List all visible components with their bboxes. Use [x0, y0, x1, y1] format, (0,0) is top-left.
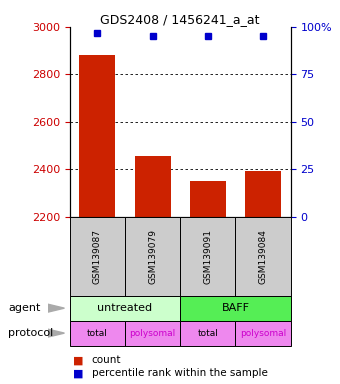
Bar — [190, 181, 226, 217]
Bar — [135, 156, 171, 217]
Text: polysomal: polysomal — [240, 329, 286, 338]
Text: total: total — [87, 329, 108, 338]
Text: agent: agent — [8, 303, 41, 313]
Bar — [79, 55, 115, 217]
Text: ■: ■ — [73, 368, 84, 378]
Text: GSM139087: GSM139087 — [93, 229, 102, 284]
Text: percentile rank within the sample: percentile rank within the sample — [92, 368, 268, 378]
Polygon shape — [48, 329, 64, 337]
Text: BAFF: BAFF — [221, 303, 250, 313]
Title: GDS2408 / 1456241_a_at: GDS2408 / 1456241_a_at — [100, 13, 260, 26]
Bar — [245, 170, 281, 217]
Text: GSM139091: GSM139091 — [203, 229, 212, 284]
Text: protocol: protocol — [8, 328, 54, 338]
Text: count: count — [92, 355, 121, 365]
Text: total: total — [198, 329, 218, 338]
Text: GSM139079: GSM139079 — [148, 229, 157, 284]
Text: GSM139084: GSM139084 — [259, 229, 268, 284]
Text: untreated: untreated — [97, 303, 153, 313]
Text: ■: ■ — [73, 355, 84, 365]
Polygon shape — [48, 304, 64, 312]
Text: polysomal: polysomal — [130, 329, 176, 338]
